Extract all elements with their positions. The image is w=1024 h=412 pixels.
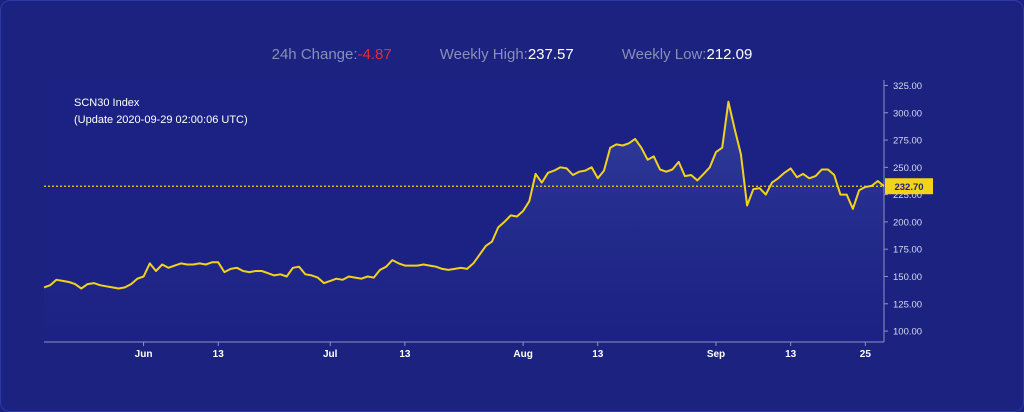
axis-layer: 100.00 125.00 150.00 175.00 200.00 225.00 250.… bbox=[44, 80, 922, 360]
y-tick-label: 125.00 bbox=[893, 299, 922, 310]
y-tick-label: 250.00 bbox=[893, 163, 922, 174]
stats-bar: 24h Change: -4.87 Weekly High: 237.57 We… bbox=[0, 46, 1024, 63]
x-tick-label: Jul bbox=[323, 349, 338, 360]
y-tick-label: 150.00 bbox=[893, 272, 922, 283]
current-value-layer: 232.70 bbox=[44, 178, 933, 195]
stat-high-value: 237.57 bbox=[527, 46, 574, 63]
x-tick-label: 13 bbox=[213, 349, 225, 360]
x-tick-label: 13 bbox=[399, 349, 411, 360]
y-tick-label: 175.00 bbox=[893, 245, 922, 256]
current-value-badge bbox=[885, 178, 933, 195]
x-tick-label: Jun bbox=[135, 349, 153, 360]
stat-change-label: 24h Change: bbox=[271, 46, 358, 63]
line-layer bbox=[43, 100, 885, 290]
x-tick-label: Sep bbox=[707, 349, 725, 360]
x-tick-label: 13 bbox=[592, 349, 604, 360]
series-line bbox=[43, 100, 885, 290]
y-tick-label: 200.00 bbox=[893, 217, 922, 228]
y-tick-label: 275.00 bbox=[893, 136, 922, 147]
x-tick-label: Aug bbox=[513, 349, 532, 360]
stat-low-label: Weekly Low: bbox=[621, 46, 707, 63]
stat-weekly-high: Weekly High: 237.57 bbox=[440, 46, 574, 63]
y-tick-label: 325.00 bbox=[893, 81, 922, 92]
y-tick-label: 300.00 bbox=[893, 108, 922, 119]
stat-low-value: 212.09 bbox=[706, 46, 753, 63]
stat-high-label: Weekly High: bbox=[439, 46, 528, 63]
stat-weekly-low: Weekly Low: 212.09 bbox=[622, 46, 753, 63]
y-tick-label: 100.00 bbox=[893, 327, 922, 338]
series-area bbox=[44, 101, 884, 342]
x-tick-label: 25 bbox=[860, 349, 872, 360]
stat-change-value: -4.87 bbox=[357, 46, 392, 63]
chart-subtitle: (Update 2020-09-29 02:00:06 UTC) bbox=[74, 114, 248, 126]
x-tick-label: 13 bbox=[785, 349, 797, 360]
stat-24h-change: 24h Change: -4.87 bbox=[272, 46, 392, 63]
area-layer bbox=[44, 101, 884, 342]
chart-title: SCN30 Index bbox=[74, 97, 140, 109]
y-tick-label: 225.00 bbox=[893, 190, 922, 201]
current-value-label: 232.70 bbox=[894, 182, 923, 193]
